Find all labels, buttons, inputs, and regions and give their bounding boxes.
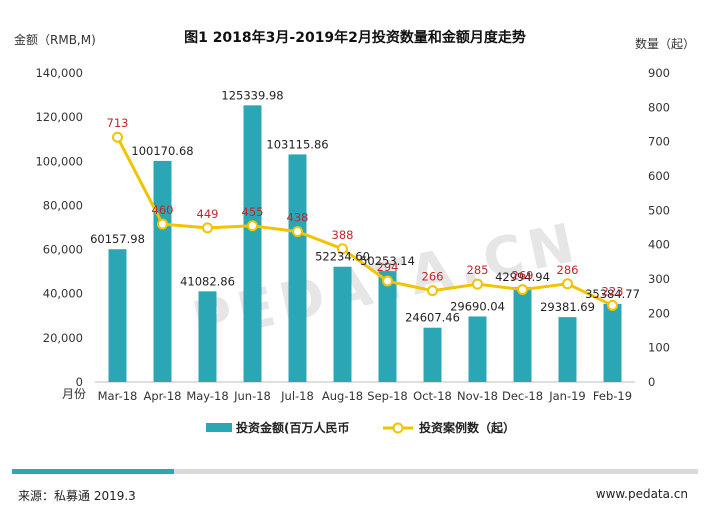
legend-label-line: 投资案例数（起） [419, 420, 515, 435]
legend-swatch-bars [206, 423, 232, 432]
bar-value-label: 50253.14 [360, 254, 415, 268]
x-tick-label: Jan-19 [548, 389, 586, 403]
line-point [112, 131, 123, 143]
line-value-label: 388 [332, 228, 354, 242]
right-axis-label: 数量（起） [635, 36, 695, 51]
bar [288, 154, 307, 382]
x-tick-label: Dec-18 [502, 389, 543, 403]
bar-value-label: 35384.77 [585, 287, 640, 301]
line-point [607, 299, 618, 311]
bar [603, 303, 622, 382]
left-tick-label: 140,000 [35, 66, 83, 80]
line-point [517, 284, 528, 296]
bar-value-label: 41082.86 [180, 274, 235, 288]
line-series [116, 136, 614, 307]
left-tick-label: 20,000 [43, 331, 83, 345]
right-tick-label: 100 [648, 341, 670, 355]
right-tick-label: 400 [648, 238, 670, 252]
x-tick-label: May-18 [186, 389, 228, 403]
x-tick-label: Nov-18 [457, 389, 498, 403]
line-value-label: 294 [377, 260, 399, 274]
bar-value-label: 125339.98 [221, 88, 283, 102]
left-tick-label: 40,000 [43, 287, 83, 301]
bar [378, 271, 397, 382]
site-url: www.pedata.cn [595, 487, 688, 501]
right-tick-label: 200 [648, 306, 670, 320]
x-tick-label: Jun-18 [233, 389, 271, 403]
bar-value-label: 60157.98 [90, 232, 145, 246]
line-point [292, 226, 303, 238]
chart-title: 图1 2018年3月-2019年2月投资数量和金额月度走势 [184, 29, 526, 46]
line-point [382, 275, 393, 287]
bar [468, 316, 487, 382]
bar-value-label: 42994.94 [495, 270, 550, 284]
line-value-label: 460 [152, 203, 174, 217]
bar [558, 317, 577, 382]
line-point [562, 278, 573, 290]
line-point [427, 285, 438, 297]
bar [198, 291, 217, 382]
x-tick-label: Apr-18 [144, 389, 182, 403]
bar [333, 266, 352, 382]
right-tick-label: 800 [648, 100, 670, 114]
x-tick-label: Sep-18 [367, 389, 407, 403]
line-point [247, 220, 258, 232]
line-value-label: 269 [512, 269, 534, 283]
bar [153, 160, 172, 382]
line-value-label: 455 [242, 205, 264, 219]
right-tick-label: 700 [648, 135, 670, 149]
right-tick-label: 0 [648, 375, 655, 389]
right-tick-label: 600 [648, 169, 670, 183]
bar-value-label: 52234.60 [315, 250, 370, 264]
right-tick-label: 900 [648, 66, 670, 80]
legend-label-bars: 投资金额(百万人民币 [236, 420, 350, 435]
source-note: 来源：私募通 2019.3 [18, 489, 136, 503]
line-value-label: 449 [197, 207, 219, 221]
line-value-label: 286 [557, 263, 579, 277]
bar [108, 249, 127, 382]
bar [423, 327, 442, 382]
line-value-label: 438 [287, 211, 309, 225]
x-axis-label: 月份 [62, 387, 86, 401]
bar-value-label: 100170.68 [131, 144, 193, 158]
left-tick-label: 80,000 [43, 198, 83, 212]
line-value-label: 266 [422, 270, 444, 284]
left-tick-label: 100,000 [35, 154, 83, 168]
left-tick-label: 60,000 [43, 243, 83, 257]
x-tick-label: Aug-18 [322, 389, 363, 403]
line-point [157, 218, 168, 230]
legend-swatch-marker [392, 422, 404, 434]
line-value-label: 713 [107, 116, 129, 130]
bar [243, 105, 262, 383]
bar-value-label: 29690.04 [450, 299, 505, 313]
right-tick-label: 300 [648, 272, 670, 286]
bar-value-label: 24607.46 [405, 311, 460, 325]
x-tick-label: Mar-18 [98, 389, 138, 403]
left-tick-label: 120,000 [35, 110, 83, 124]
line-value-label: 285 [467, 263, 489, 277]
x-tick-label: Jul-18 [280, 389, 314, 403]
bar-value-label: 29381.69 [540, 300, 595, 314]
left-tick-label: 0 [76, 375, 83, 389]
x-tick-label: Feb-19 [593, 389, 632, 403]
right-tick-label: 500 [648, 203, 670, 217]
line-point [472, 278, 483, 290]
left-axis-label: 金额（RMB,M) [14, 32, 96, 47]
bar-value-label: 103115.86 [266, 137, 328, 151]
bar [513, 287, 532, 382]
footer-divider-accent [12, 469, 174, 474]
line-value-label: 223 [602, 284, 624, 298]
footer-divider [12, 469, 698, 474]
x-tick-label: Oct-18 [413, 389, 452, 403]
line-point [202, 222, 213, 234]
line-point [337, 243, 348, 255]
